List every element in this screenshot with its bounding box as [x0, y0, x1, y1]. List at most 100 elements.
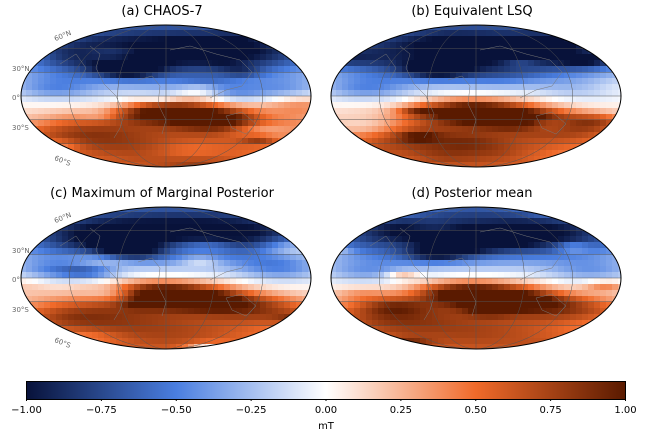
field-cell: [564, 302, 571, 309]
field-cell: [498, 338, 505, 345]
field-cell: [450, 320, 457, 327]
field-cell: [438, 84, 445, 91]
field-cell: [38, 284, 45, 291]
field-cell: [360, 78, 367, 85]
field-cell: [462, 66, 469, 73]
field-cell: [462, 242, 469, 249]
field-cell: [372, 25, 379, 31]
field-cell: [600, 248, 607, 255]
field-cell: [414, 78, 421, 85]
field-cell: [152, 102, 159, 109]
field-cell: [50, 96, 57, 103]
field-cell: [336, 338, 343, 345]
field-cell: [68, 302, 75, 309]
field-cell: [408, 60, 415, 67]
field-cell: [176, 314, 183, 321]
field-cell: [236, 278, 243, 285]
field-cell: [158, 260, 165, 267]
field-cell: [600, 90, 607, 97]
field-cell: [92, 96, 99, 103]
field-cell: [456, 344, 463, 349]
field-cell: [474, 332, 481, 339]
field-cell: [266, 254, 273, 261]
field-cell: [606, 96, 613, 103]
field-cell: [266, 114, 273, 121]
field-cell: [272, 138, 279, 145]
field-cell: [348, 42, 355, 49]
field-cell: [378, 162, 385, 167]
field-cell: [348, 138, 355, 145]
field-cell: [224, 30, 231, 37]
field-cell: [564, 114, 571, 121]
field-cell: [360, 278, 367, 285]
field-cell: [612, 242, 619, 249]
field-cell: [170, 302, 177, 309]
field-cell: [56, 54, 63, 61]
field-cell: [438, 102, 445, 109]
field-cell: [170, 266, 177, 273]
field-cell: [612, 48, 619, 55]
field-cell: [444, 54, 451, 61]
field-cell: [176, 236, 183, 243]
field-cell: [348, 108, 355, 115]
field-cell: [104, 207, 111, 213]
field-cell: [134, 144, 141, 151]
field-cell: [176, 212, 183, 219]
field-cell: [134, 338, 141, 345]
field-cell: [248, 36, 255, 43]
field-cell: [570, 25, 577, 31]
field-cell: [296, 66, 303, 73]
field-cell: [110, 224, 117, 231]
field-cell: [140, 60, 147, 67]
field-cell: [402, 108, 409, 115]
field-cell: [492, 84, 499, 91]
field-cell: [128, 248, 135, 255]
field-cell: [540, 126, 547, 133]
field-cell: [468, 156, 475, 163]
field-cell: [468, 207, 475, 213]
field-cell: [396, 132, 403, 139]
field-cell: [308, 36, 311, 43]
field-cell: [408, 260, 415, 267]
field-cell: [284, 302, 291, 309]
field-cell: [462, 132, 469, 139]
field-cell: [242, 296, 249, 303]
field-cell: [134, 42, 141, 49]
field-cell: [336, 96, 343, 103]
field-cell: [32, 90, 39, 97]
field-cell: [420, 326, 427, 333]
field-cell: [218, 90, 225, 97]
field-cell: [402, 72, 409, 79]
field-cell: [62, 78, 69, 85]
field-cell: [86, 242, 93, 249]
field-cell: [260, 108, 267, 115]
field-cell: [432, 224, 439, 231]
field-cell: [594, 230, 601, 237]
field-cell: [336, 332, 343, 339]
field-cell: [296, 162, 303, 167]
field-cell: [450, 108, 457, 115]
field-cell: [570, 236, 577, 243]
field-cell: [606, 48, 613, 55]
field-cell: [116, 114, 123, 121]
field-cell: [534, 156, 541, 163]
field-cell: [236, 302, 243, 309]
field-cell: [504, 242, 511, 249]
field-cell: [468, 332, 475, 339]
field-cell: [146, 90, 153, 97]
field-cell: [134, 54, 141, 61]
field-cell: [56, 230, 63, 237]
field-cell: [612, 78, 619, 85]
field-cell: [462, 344, 469, 349]
field-cell: [278, 84, 285, 91]
field-cell: [224, 278, 231, 285]
field-cell: [218, 60, 225, 67]
field-cell: [38, 66, 45, 73]
field-cell: [444, 218, 451, 225]
field-cell: [296, 84, 303, 91]
field-cell: [80, 290, 87, 297]
field-cell: [408, 278, 415, 285]
field-cell: [266, 290, 273, 297]
field-cell: [540, 230, 547, 237]
field-cell: [426, 266, 433, 273]
